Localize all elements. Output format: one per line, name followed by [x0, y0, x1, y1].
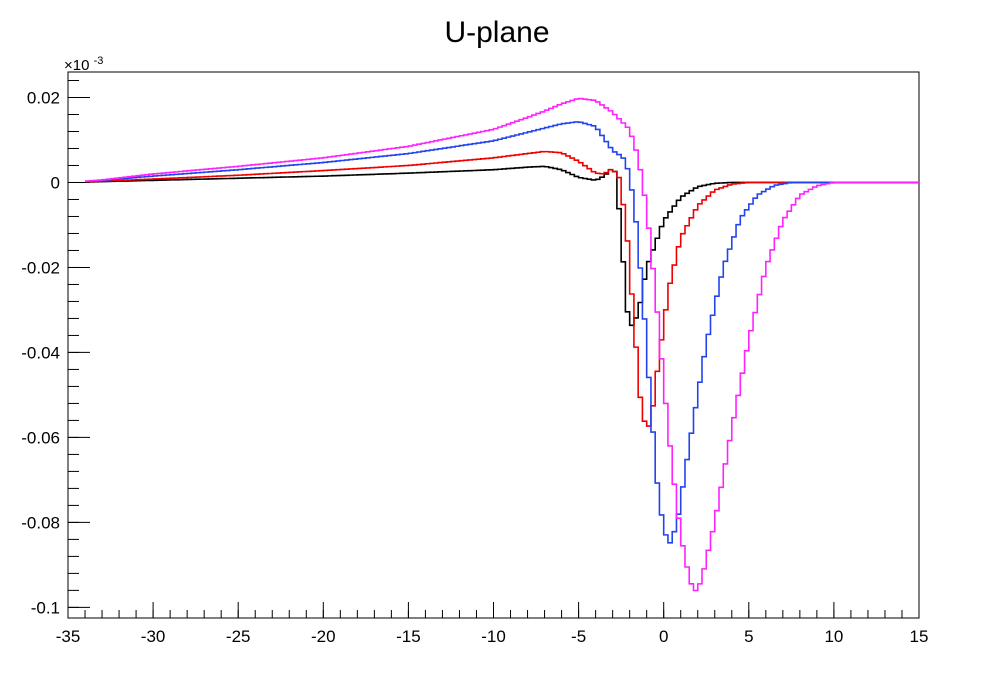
y-axis-multiplier-exponent: -3 — [94, 55, 104, 67]
series-line-4 — [85, 97, 919, 592]
series-line-2 — [85, 150, 919, 427]
x-tick-label: -30 — [141, 627, 166, 646]
x-axis-ticks: -35 -30 -25 -20 -15 -10 -5 0 5 10 15 — [56, 602, 929, 646]
x-tick-label: 0 — [659, 627, 668, 646]
y-tick-label: -0.1 — [31, 598, 60, 617]
y-axis-multiplier-base: ×10 — [64, 57, 89, 74]
x-tick-label: 15 — [910, 627, 929, 646]
x-tick-label: -25 — [226, 627, 251, 646]
chart-title: U-plane — [444, 16, 549, 49]
y-tick-label: -0.02 — [21, 258, 60, 277]
y-tick-label: 0.02 — [27, 88, 60, 107]
plot-frame — [67, 71, 920, 619]
y-axis-multiplier: ×10 -3 — [64, 55, 103, 74]
x-tick-label: 5 — [744, 627, 753, 646]
y-tick-label: -0.04 — [21, 343, 60, 362]
x-tick-label: -10 — [481, 627, 506, 646]
series-layer — [85, 97, 919, 592]
x-tick-label: -20 — [311, 627, 336, 646]
x-tick-label: -5 — [571, 627, 586, 646]
y-axis-ticks: 0.02 0 -0.02 -0.04 -0.06 -0.08 -0.1 — [21, 88, 90, 617]
y-tick-label: -0.08 — [21, 513, 60, 532]
x-tick-label: -35 — [56, 627, 81, 646]
series-line-3 — [85, 121, 919, 544]
series-line-1 — [85, 165, 919, 327]
y-tick-label: -0.06 — [21, 428, 60, 447]
x-tick-label: 10 — [824, 627, 843, 646]
y-minor-ticks — [68, 79, 79, 608]
x-tick-label: -15 — [396, 627, 421, 646]
y-tick-label: 0 — [51, 173, 60, 192]
